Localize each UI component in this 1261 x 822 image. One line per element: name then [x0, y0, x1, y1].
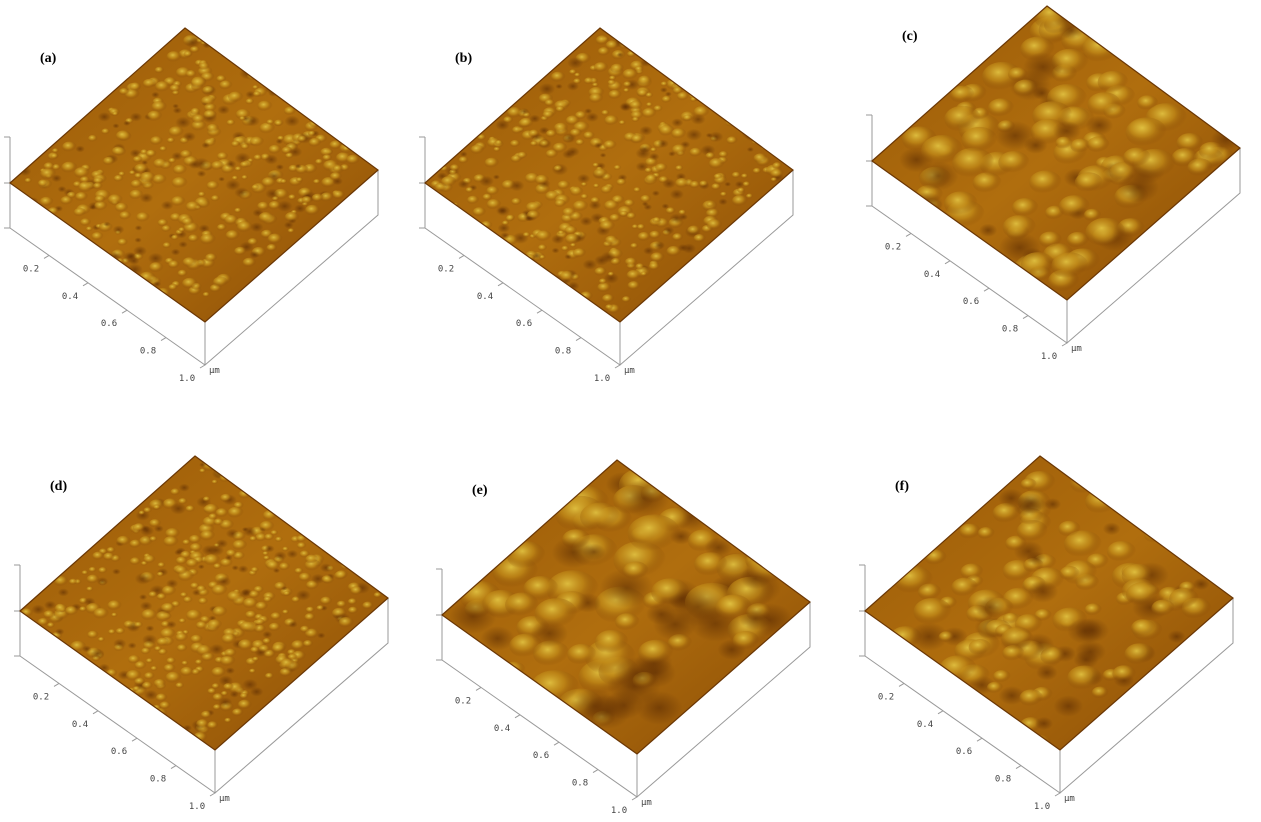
- tick-mark: [938, 711, 943, 714]
- tick-label: 0.4: [62, 292, 78, 302]
- tick-label: 1.0: [594, 374, 610, 384]
- afm-panel: (d) 0.2 0.4 0.6 0.8 1.0 µm: [14, 456, 388, 812]
- unit-label: µm: [1064, 794, 1075, 804]
- tick-label: 0.6: [956, 747, 972, 757]
- tick-label: 0.6: [101, 319, 117, 329]
- tick-mark: [83, 283, 88, 286]
- tick-mark: [906, 233, 911, 236]
- tick-mark: [1055, 793, 1060, 796]
- panel-label: (e): [472, 483, 488, 498]
- tick-mark: [1062, 343, 1067, 346]
- unit-label: µm: [641, 798, 652, 808]
- tick-mark: [576, 338, 581, 341]
- tick-label: 0.4: [917, 720, 933, 730]
- tick-label: 0.8: [150, 775, 166, 785]
- tick-mark: [200, 365, 205, 368]
- tick-mark: [93, 711, 98, 714]
- panel-label: (c): [902, 29, 918, 44]
- afm-panel: (f) 0.2 0.4 0.6 0.8 1.0 µm: [859, 456, 1233, 812]
- tick-label: 1.0: [1034, 802, 1050, 812]
- tick-mark: [593, 770, 598, 773]
- panel-label: (d): [50, 479, 67, 494]
- tick-label: 0.8: [1002, 325, 1018, 335]
- tick-label: 0.6: [111, 747, 127, 757]
- tick-label: 0.8: [140, 347, 156, 357]
- tick-mark: [537, 310, 542, 313]
- unit-label: µm: [624, 366, 635, 376]
- tick-mark: [161, 338, 166, 341]
- tick-mark: [984, 288, 989, 291]
- tick-mark: [1023, 316, 1028, 319]
- tick-label: 0.2: [878, 692, 894, 702]
- tick-mark: [54, 683, 59, 686]
- tick-mark: [515, 715, 520, 718]
- tick-mark: [44, 255, 49, 258]
- unit-label: µm: [219, 794, 230, 804]
- tick-label: 0.2: [438, 264, 454, 274]
- tick-mark: [899, 683, 904, 686]
- tick-label: 0.4: [72, 720, 88, 730]
- surface: [865, 456, 1233, 753]
- tick-label: 0.4: [924, 270, 940, 280]
- tick-mark: [476, 687, 481, 690]
- tick-mark: [945, 261, 950, 264]
- panel-label: (b): [455, 51, 472, 66]
- panel-label: (f): [895, 479, 909, 494]
- surface: [10, 28, 378, 322]
- tick-mark: [210, 793, 215, 796]
- tick-mark: [122, 310, 127, 313]
- unit-label: µm: [1071, 344, 1082, 354]
- surface: [872, 2, 1241, 300]
- tick-mark: [498, 283, 503, 286]
- tick-label: 0.8: [572, 779, 588, 789]
- afm-figure: (a) 0.2 0.4 0.6 0.8 1.0 µm (b) 0.2 0.4 0.6 0.8 1.0 µm…: [0, 0, 1261, 822]
- tick-mark: [1016, 766, 1021, 769]
- tick-label: 1.0: [611, 806, 627, 816]
- tick-mark: [615, 365, 620, 368]
- tick-label: 0.6: [963, 297, 979, 307]
- tick-label: 0.8: [995, 775, 1011, 785]
- tick-label: 1.0: [1041, 352, 1057, 362]
- afm-panel: (b) 0.2 0.4 0.6 0.8 1.0 µm: [419, 28, 793, 384]
- tick-label: 1.0: [189, 802, 205, 812]
- tick-label: 0.6: [516, 319, 532, 329]
- tick-label: 0.2: [23, 264, 39, 274]
- unit-label: µm: [209, 366, 220, 376]
- tick-label: 0.4: [494, 724, 510, 734]
- panel-label: (a): [40, 51, 57, 66]
- tick-mark: [459, 255, 464, 258]
- tick-mark: [554, 742, 559, 745]
- afm-panel: (a) 0.2 0.4 0.6 0.8 1.0 µm: [4, 28, 378, 384]
- surface: [425, 28, 793, 322]
- surface: [20, 456, 388, 751]
- tick-label: 0.8: [555, 347, 571, 357]
- tick-mark: [132, 738, 137, 741]
- tick-label: 0.2: [885, 242, 901, 252]
- tick-mark: [632, 797, 637, 800]
- tick-label: 0.4: [477, 292, 493, 302]
- tick-label: 0.2: [33, 692, 49, 702]
- surface: [442, 460, 810, 754]
- tick-label: 0.6: [533, 751, 549, 761]
- afm-panel: (c) 0.2 0.4 0.6 0.8 1.0 µm: [866, 2, 1241, 362]
- tick-mark: [171, 766, 176, 769]
- tick-mark: [977, 738, 982, 741]
- afm-panel: (e) 0.2 0.4 0.6 0.8 1.0 µm: [436, 460, 810, 816]
- tick-label: 0.2: [455, 696, 471, 706]
- tick-label: 1.0: [179, 374, 195, 384]
